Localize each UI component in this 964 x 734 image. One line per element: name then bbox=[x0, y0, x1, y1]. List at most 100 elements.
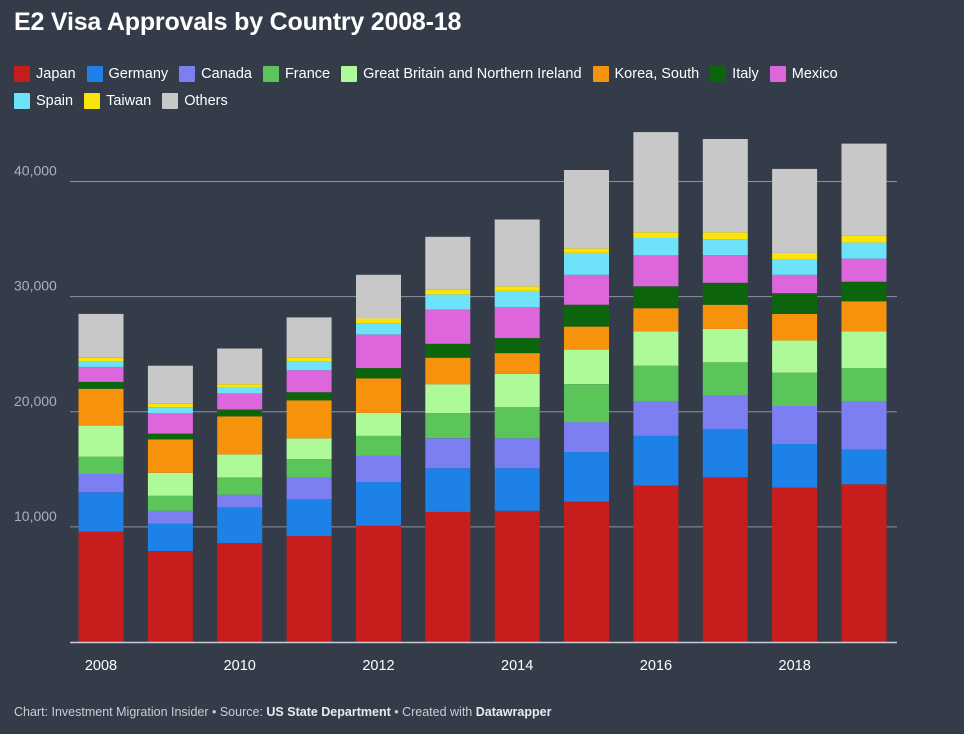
bar-segment[interactable] bbox=[564, 304, 609, 327]
bar-segment[interactable] bbox=[841, 242, 887, 259]
bar-segment[interactable] bbox=[356, 525, 401, 642]
bar-segment[interactable] bbox=[772, 168, 818, 253]
bar-segment[interactable] bbox=[217, 543, 263, 642]
bar-segment[interactable] bbox=[425, 236, 471, 290]
bar-segment[interactable] bbox=[564, 501, 609, 642]
bar-segment[interactable] bbox=[356, 436, 401, 456]
bar-segment[interactable] bbox=[78, 361, 124, 367]
bar-segment[interactable] bbox=[841, 368, 887, 402]
bar-segment[interactable] bbox=[286, 317, 332, 358]
bar-segment[interactable] bbox=[286, 477, 332, 500]
bar-segment[interactable] bbox=[702, 477, 748, 642]
bar-segment[interactable] bbox=[147, 403, 193, 408]
bar-segment[interactable] bbox=[217, 409, 263, 417]
bar-segment[interactable] bbox=[78, 388, 124, 426]
bar-segment[interactable] bbox=[633, 132, 679, 233]
bar-segment[interactable] bbox=[78, 531, 124, 643]
bar-segment[interactable] bbox=[564, 326, 609, 350]
bar-segment[interactable] bbox=[494, 219, 540, 287]
bar-segment[interactable] bbox=[78, 473, 124, 493]
bar-segment[interactable] bbox=[78, 492, 124, 532]
bar-segment[interactable] bbox=[78, 366, 124, 382]
bar-segment[interactable] bbox=[217, 507, 263, 543]
bar-segment[interactable] bbox=[286, 438, 332, 459]
legend-item-7[interactable]: Mexico bbox=[769, 64, 838, 83]
bar-segment[interactable] bbox=[494, 510, 540, 642]
bar-segment[interactable] bbox=[633, 238, 679, 256]
bar-segment[interactable] bbox=[633, 232, 679, 238]
bar-segment[interactable] bbox=[147, 551, 193, 642]
bar-segment[interactable] bbox=[217, 348, 263, 385]
bar-segment[interactable] bbox=[356, 378, 401, 413]
bar-segment[interactable] bbox=[425, 511, 471, 642]
bar-segment[interactable] bbox=[356, 318, 401, 324]
bar-segment[interactable] bbox=[217, 387, 263, 394]
bar-segment[interactable] bbox=[147, 495, 193, 511]
bar-segment[interactable] bbox=[772, 274, 818, 294]
bar-segment[interactable] bbox=[702, 362, 748, 396]
bar-segment[interactable] bbox=[633, 255, 679, 287]
bar-segment[interactable] bbox=[841, 281, 887, 302]
bar-segment[interactable] bbox=[633, 308, 679, 332]
bar-segment[interactable] bbox=[772, 313, 818, 341]
bar-segment[interactable] bbox=[841, 301, 887, 332]
bar-segment[interactable] bbox=[356, 334, 401, 369]
bar-segment[interactable] bbox=[702, 282, 748, 305]
bar-segment[interactable] bbox=[217, 477, 263, 495]
bar-segment[interactable] bbox=[147, 472, 193, 496]
bar-segment[interactable] bbox=[564, 252, 609, 275]
bar-segment[interactable] bbox=[564, 274, 609, 305]
bar-segment[interactable] bbox=[425, 309, 471, 344]
bar-segment[interactable] bbox=[286, 370, 332, 393]
bar-segment[interactable] bbox=[564, 422, 609, 452]
bar-segment[interactable] bbox=[494, 468, 540, 511]
legend-item-1[interactable]: Germany bbox=[86, 64, 168, 83]
bar-segment[interactable] bbox=[702, 328, 748, 363]
bar-segment[interactable] bbox=[772, 252, 818, 260]
bar-segment[interactable] bbox=[702, 255, 748, 283]
bar-segment[interactable] bbox=[425, 412, 471, 439]
bar-segment[interactable] bbox=[356, 412, 401, 436]
bar-segment[interactable] bbox=[772, 372, 818, 406]
bar-segment[interactable] bbox=[841, 484, 887, 642]
bar-segment[interactable] bbox=[425, 357, 471, 385]
bar-segment[interactable] bbox=[286, 499, 332, 537]
bar-segment[interactable] bbox=[633, 331, 679, 366]
legend-item-8[interactable]: Spain bbox=[14, 91, 73, 110]
bar-segment[interactable] bbox=[356, 368, 401, 379]
bar-segment[interactable] bbox=[286, 400, 332, 439]
bar-segment[interactable] bbox=[425, 438, 471, 469]
bar-segment[interactable] bbox=[147, 439, 193, 473]
footer-source[interactable]: US State Department bbox=[266, 705, 391, 719]
bar-segment[interactable] bbox=[147, 433, 193, 440]
bar-segment[interactable] bbox=[564, 452, 609, 502]
bar-segment[interactable] bbox=[494, 286, 540, 291]
bar-segment[interactable] bbox=[772, 259, 818, 275]
bar-segment[interactable] bbox=[217, 384, 263, 388]
bar-segment[interactable] bbox=[564, 349, 609, 385]
bar-segment[interactable] bbox=[772, 293, 818, 314]
bar-segment[interactable] bbox=[633, 485, 679, 642]
bar-segment[interactable] bbox=[702, 232, 748, 240]
legend-item-5[interactable]: Korea, South bbox=[592, 64, 699, 83]
bar-segment[interactable] bbox=[78, 456, 124, 474]
bar-segment[interactable] bbox=[702, 139, 748, 233]
bar-segment[interactable] bbox=[841, 449, 887, 485]
bar-segment[interactable] bbox=[494, 438, 540, 469]
bar-segment[interactable] bbox=[772, 444, 818, 488]
bar-segment[interactable] bbox=[356, 455, 401, 483]
bar-segment[interactable] bbox=[78, 357, 124, 362]
bar-segment[interactable] bbox=[841, 401, 887, 450]
bar-segment[interactable] bbox=[78, 381, 124, 389]
bar-segment[interactable] bbox=[425, 343, 471, 358]
bar-segment[interactable] bbox=[425, 468, 471, 512]
bar-segment[interactable] bbox=[841, 258, 887, 282]
bar-segment[interactable] bbox=[841, 331, 887, 368]
bar-segment[interactable] bbox=[494, 353, 540, 374]
bar-segment[interactable] bbox=[147, 510, 193, 524]
bar-segment[interactable] bbox=[841, 235, 887, 243]
bar-segment[interactable] bbox=[772, 487, 818, 642]
bar-segment[interactable] bbox=[78, 313, 124, 358]
bar-segment[interactable] bbox=[564, 248, 609, 253]
bar-segment[interactable] bbox=[78, 425, 124, 457]
